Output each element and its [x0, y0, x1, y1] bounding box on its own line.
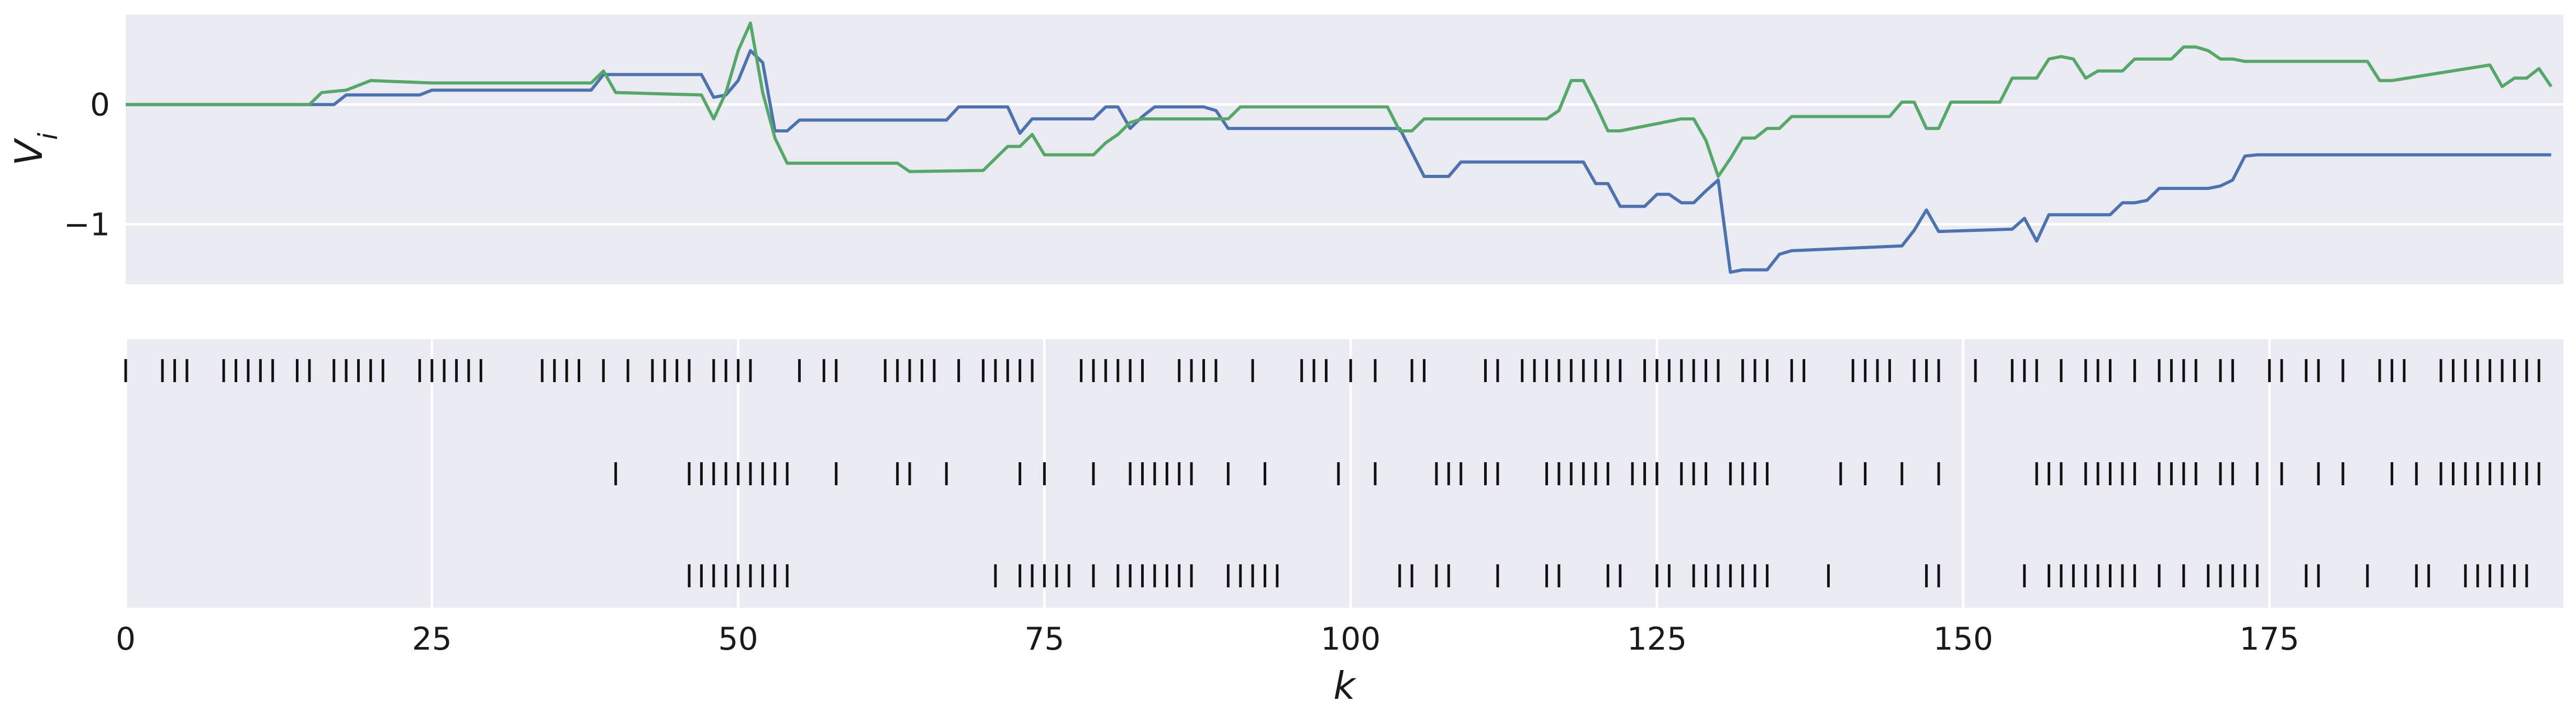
top-gridlines: [126, 103, 2563, 226]
event-row-1: [614, 462, 2540, 485]
xtick-label: 25: [412, 621, 452, 657]
x-axis-label: k: [1333, 664, 1357, 708]
series-line-0: [126, 49, 2551, 274]
xtick-label: 175: [2239, 621, 2299, 657]
xtick-label: 125: [1627, 621, 1687, 657]
bottom-panel-background: [126, 339, 2563, 608]
top-panel-background: [126, 15, 2563, 284]
top-series-lines: [126, 21, 2553, 274]
series-line-1: [126, 21, 2553, 178]
top-panel: 0 −1 Vi: [7, 15, 2563, 284]
xtick-label: 0: [116, 621, 136, 657]
event-row-2: [688, 564, 2528, 587]
xtick-label: 75: [1024, 621, 1064, 657]
bottom-panel: 0 25 50 75 100 125 150 175 k: [116, 339, 2563, 708]
event-raster: [124, 359, 2540, 587]
x-tick-labels: 0 25 50 75 100 125 150 175: [116, 621, 2299, 657]
top-ytick-labels: 0 −1: [64, 87, 110, 243]
xtick-label: 100: [1321, 621, 1381, 657]
y-axis-label: Vi: [7, 132, 63, 165]
ytick-label: 0: [90, 87, 110, 124]
event-row-0: [124, 359, 2540, 382]
ytick-label: −1: [64, 207, 110, 243]
bottom-gridlines: [124, 339, 2271, 608]
xtick-label: 150: [1933, 621, 1994, 657]
xtick-label: 50: [718, 621, 758, 657]
